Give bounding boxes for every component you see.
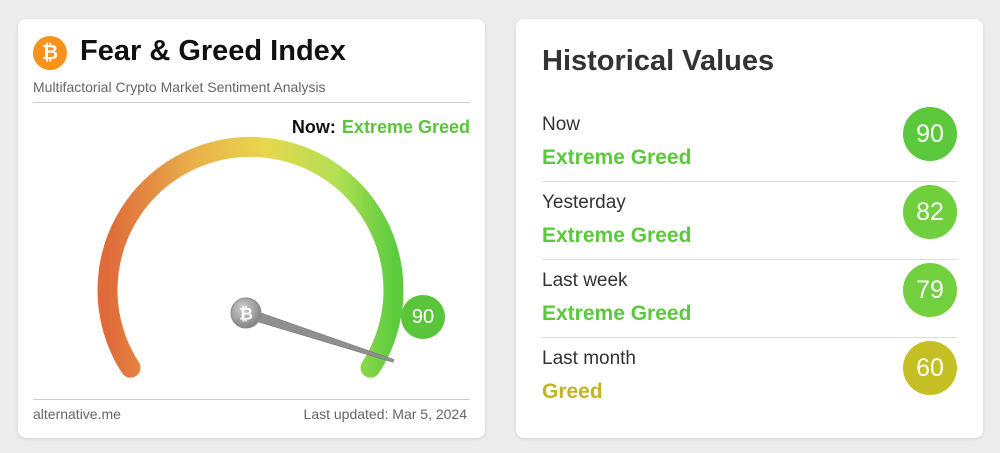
divider xyxy=(33,399,470,400)
source-link[interactable]: alternative.me xyxy=(33,406,121,422)
row-divider xyxy=(542,259,957,260)
gauge-score-badge: 90 xyxy=(401,295,445,339)
value-badge: 90 xyxy=(903,107,957,161)
classification-label: Extreme Greed xyxy=(542,224,692,247)
history-row-last-week: Last week Extreme Greed 79 xyxy=(542,263,957,348)
period-label: Last week xyxy=(542,270,628,291)
now-label: Now: xyxy=(291,117,336,137)
gauge-meter: ₿ xyxy=(97,136,404,378)
gauge-knob-bitcoin-icon: ₿ xyxy=(239,305,253,324)
period-label: Last month xyxy=(542,348,636,369)
divider xyxy=(33,102,470,103)
period-label: Now xyxy=(542,114,581,135)
historical-values-card: Historical Values Now Extreme Greed 90 Y… xyxy=(516,19,983,438)
value-badge: 82 xyxy=(903,185,957,239)
row-divider xyxy=(542,337,957,338)
classification-label: Greed xyxy=(542,380,603,403)
gauge-arc xyxy=(97,136,404,378)
history-row-last-month: Last month Greed 60 xyxy=(542,341,957,426)
now-indicator: Now: Extreme Greed xyxy=(292,117,470,138)
historical-title: Historical Values xyxy=(542,45,775,77)
fear-greed-title: Fear & Greed Index xyxy=(80,35,346,67)
fear-greed-subtitle: Multifactorial Crypto Market Sentiment A… xyxy=(33,79,326,95)
history-row-yesterday: Yesterday Extreme Greed 82 xyxy=(542,185,957,270)
last-updated: Last updated: Mar 5, 2024 xyxy=(303,406,467,422)
classification-label: Extreme Greed xyxy=(542,302,692,325)
value-badge: 79 xyxy=(903,263,957,317)
row-divider xyxy=(542,181,957,182)
now-value: Extreme Greed xyxy=(341,117,470,137)
bitcoin-icon: ₿ xyxy=(33,36,67,70)
classification-label: Extreme Greed xyxy=(542,146,692,169)
history-row-now: Now Extreme Greed 90 xyxy=(542,107,957,192)
gauge-needle xyxy=(244,307,395,363)
gauge-knob xyxy=(230,297,262,329)
value-badge: 60 xyxy=(903,341,957,395)
fear-greed-card: ₿ Fear & Greed Index Multifactorial Cryp… xyxy=(18,19,485,438)
period-label: Yesterday xyxy=(542,192,626,213)
